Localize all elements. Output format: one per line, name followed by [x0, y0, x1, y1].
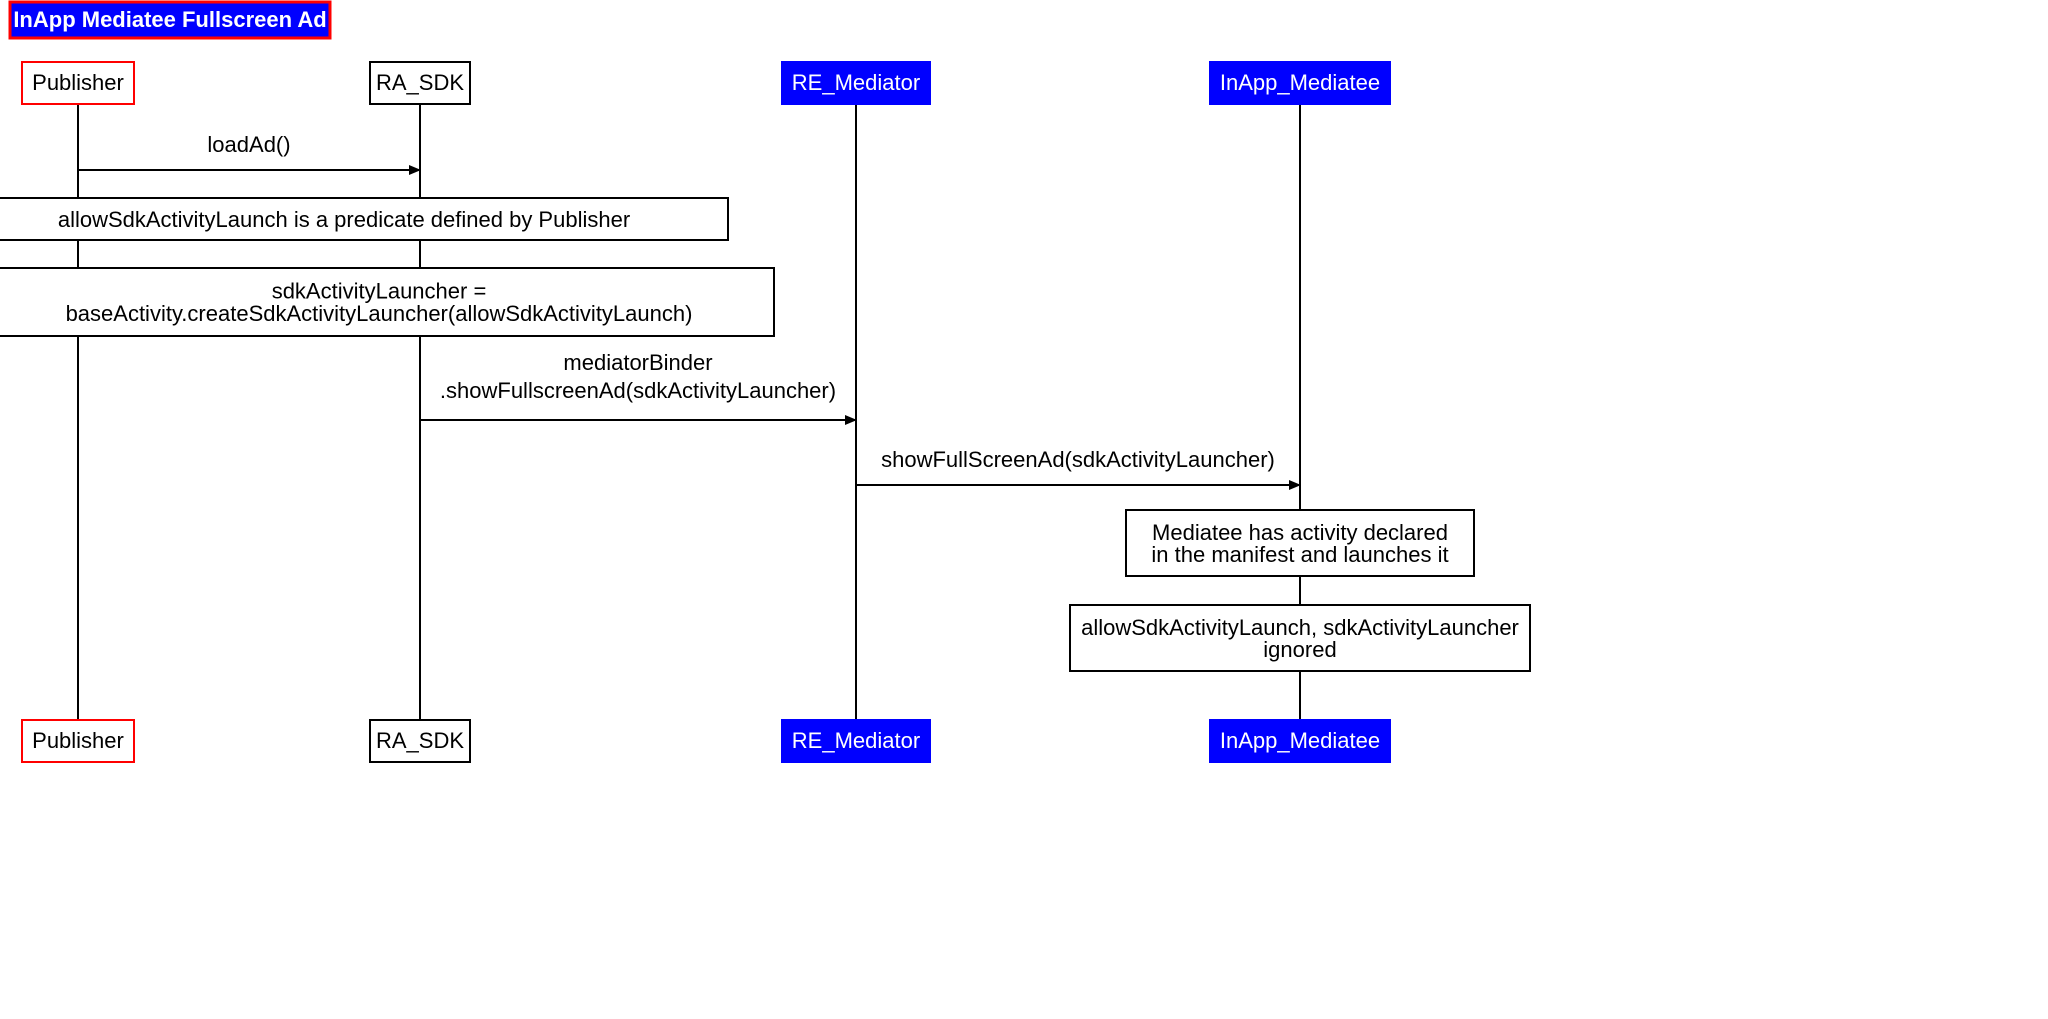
participant-head-label-ra_sdk: RA_SDK: [376, 70, 464, 95]
note-text-3-line1: ignored: [1263, 637, 1336, 662]
participant-foot-label-inapp_mediatee: InApp_Mediatee: [1220, 728, 1380, 753]
note-text-1-line0: sdkActivityLauncher =: [272, 278, 487, 303]
diagram-title: InApp Mediatee Fullscreen Ad: [13, 7, 326, 32]
participant-head-label-publisher: Publisher: [32, 70, 124, 95]
sequence-diagram: InApp Mediatee Fullscreen Ad Publisher RA_…: [0, 0, 1560, 790]
participant-head-label-re_mediator: RE_Mediator: [792, 70, 920, 95]
message-label-1-line2: .showFullscreenAd(sdkActivityLauncher): [440, 378, 836, 403]
note-text-1-line1: baseActivity.createSdkActivityLauncher(a…: [66, 301, 693, 326]
participant-foot-label-re_mediator: RE_Mediator: [792, 728, 920, 753]
participant-foot-label-publisher: Publisher: [32, 728, 124, 753]
note-text-0-line0: allowSdkActivityLaunch is a predicate de…: [58, 207, 630, 232]
note-text-2-line1: in the manifest and launches it: [1151, 542, 1448, 567]
participant-head-label-inapp_mediatee: InApp_Mediatee: [1220, 70, 1380, 95]
message-label-1-line1: mediatorBinder: [563, 350, 712, 375]
message-label-2: showFullScreenAd(sdkActivityLauncher): [881, 447, 1275, 472]
message-label-0: loadAd(): [207, 132, 290, 157]
participant-foot-label-ra_sdk: RA_SDK: [376, 728, 464, 753]
